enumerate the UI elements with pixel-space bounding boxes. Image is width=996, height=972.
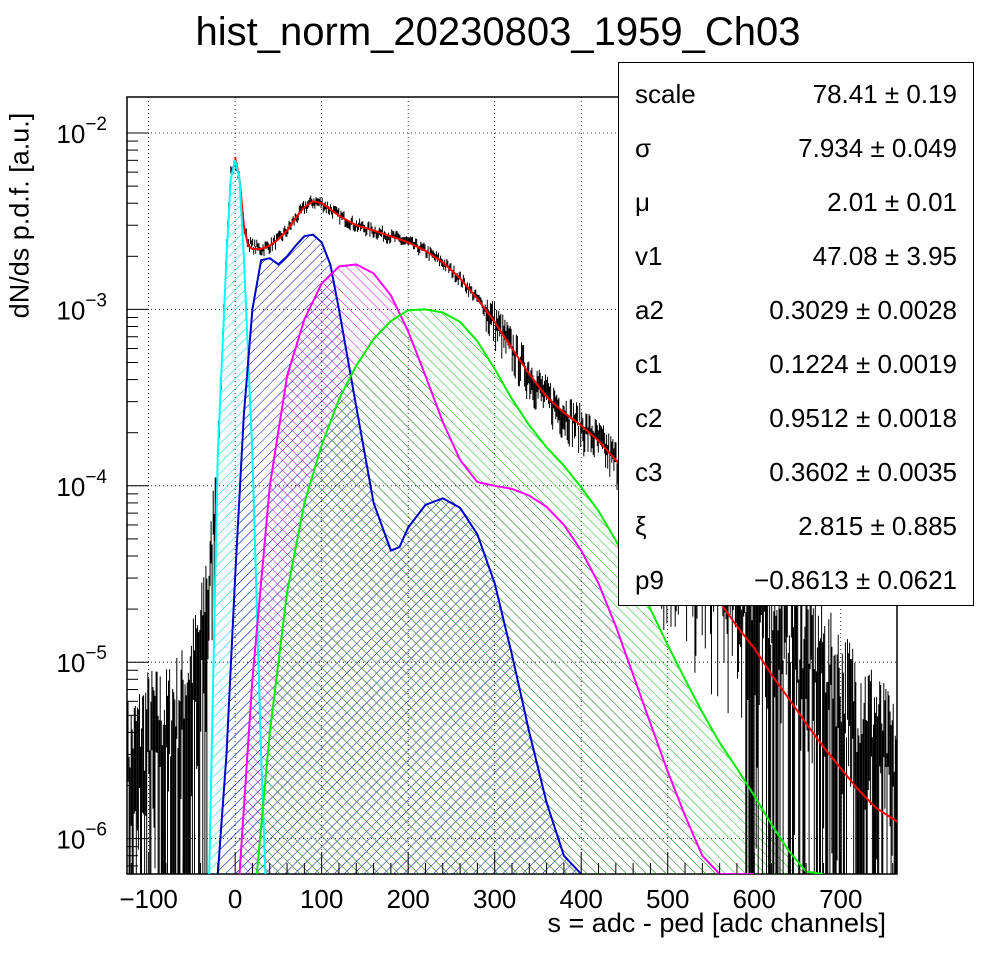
x-axis-label: s = adc - ped [adc channels] [547,908,886,938]
y-tick-label: 10−6 [56,820,107,855]
component-line [208,160,267,874]
stat-value: −0.8613 ± 0.0621 [754,565,957,595]
fit-stats-box: scale 78.41 ± 0.19 σ 7.934 ± 0.049 μ 2.01 ±… [618,62,974,606]
stat-value: 2.01 ± 0.01 [827,187,957,217]
x-tick-label: 600 [733,884,776,914]
y-tick-label: 10−4 [56,467,107,502]
stat-name: σ [635,133,652,163]
stat-row: p9 −0.8613 ± 0.0621 [619,551,973,605]
series-lines [127,156,897,874]
x-tick-label: 300 [473,884,516,914]
stat-value: 78.41 ± 0.19 [812,79,957,109]
stat-name: p9 [635,565,664,595]
stat-value: 0.3602 ± 0.0035 [769,457,957,487]
component-fill [256,309,824,874]
x-tick-label: 400 [560,884,603,914]
stat-row: c3 0.3602 ± 0.0035 [619,443,973,497]
x-tick-label: 100 [300,884,343,914]
stat-row: scale 78.41 ± 0.19 [619,65,973,119]
x-tick-label: 700 [819,884,862,914]
y-tick-label: 10−3 [56,290,107,325]
component-line [255,308,824,874]
stat-value: 0.1224 ± 0.0019 [769,349,957,379]
x-tick-label: −100 [119,884,178,914]
stat-value: 7.934 ± 0.049 [798,133,957,163]
component-line [238,263,755,874]
stat-row: v1 47.08 ± 3.95 [619,227,973,281]
x-tick-label: 200 [386,884,429,914]
stat-row: ξ 2.815 ± 0.885 [619,497,973,551]
stat-value: 47.08 ± 3.95 [812,241,957,271]
stat-value: 2.815 ± 0.885 [798,511,957,541]
x-tick-label: 500 [646,884,689,914]
stat-name: c1 [635,349,663,379]
stat-row: c2 0.9512 ± 0.0018 [619,389,973,443]
stat-row: c1 0.1224 ± 0.0019 [619,335,973,389]
y-tick-label: 10−5 [56,643,107,678]
y-axis-label: dN/ds p.d.f. [a.u.] [4,112,35,319]
stat-name: c3 [635,457,663,487]
stat-row: a2 0.3029 ± 0.0028 [619,281,973,335]
chart-title: hist_norm_20230803_1959_Ch03 [195,10,801,54]
y-tick-label: 10−2 [56,114,107,149]
component-line [216,233,582,874]
stat-row: μ 2.01 ± 0.01 [619,173,973,227]
stat-value: 0.9512 ± 0.0018 [769,403,957,433]
total-fit-line [234,156,897,823]
stat-name: c2 [635,403,663,433]
x-tick-label: 0 [228,884,242,914]
stat-name: a2 [635,295,664,325]
stat-name: v1 [635,241,663,271]
stat-value: 0.3029 ± 0.0028 [769,295,957,325]
stat-name: ξ [635,511,647,541]
stat-name: scale [635,79,696,109]
stat-name: μ [635,187,650,217]
axes: −100 0 100 200 300 400 500 600 700 10−2 10−3 10−4 10… [56,114,894,914]
stat-row: σ 7.934 ± 0.049 [619,119,973,173]
component-fills [209,160,824,874]
